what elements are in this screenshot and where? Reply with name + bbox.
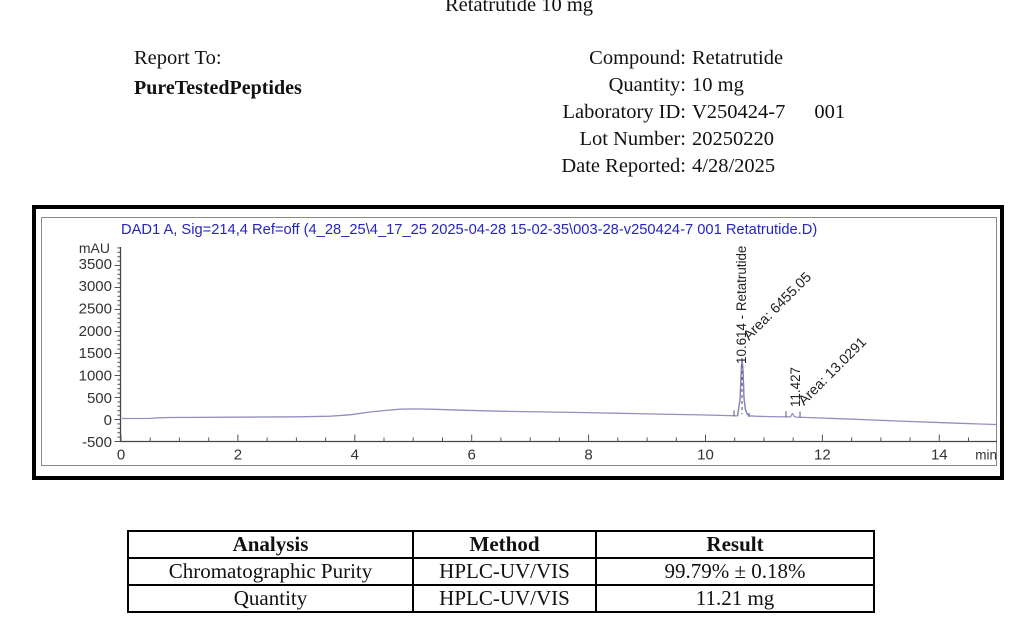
svg-text:0: 0 — [104, 412, 112, 429]
svg-text:3500: 3500 — [79, 256, 112, 273]
svg-text:12: 12 — [814, 447, 831, 464]
svg-text:Area: 6455.05: Area: 6455.05 — [741, 269, 815, 343]
svg-text:11.427: 11.427 — [788, 367, 803, 407]
svg-text:500: 500 — [87, 390, 112, 407]
svg-text:mAU: mAU — [79, 240, 110, 256]
svg-text:3000: 3000 — [79, 278, 112, 295]
svg-text:1500: 1500 — [79, 345, 112, 362]
svg-text:1000: 1000 — [79, 368, 112, 385]
svg-text:10: 10 — [697, 447, 714, 464]
svg-text:10.614 - Retatrutide: 10.614 - Retatrutide — [734, 246, 749, 364]
svg-text:-500: -500 — [82, 434, 112, 451]
svg-text:14: 14 — [931, 447, 948, 464]
svg-text:2500: 2500 — [79, 301, 112, 318]
svg-text:min: min — [975, 448, 997, 463]
svg-text:4: 4 — [351, 447, 359, 464]
svg-text:2000: 2000 — [79, 323, 112, 340]
svg-text:DAD1 A, Sig=214,4 Ref=off (4_2: DAD1 A, Sig=214,4 Ref=off (4_28_25\4_17_… — [121, 222, 817, 238]
svg-text:8: 8 — [584, 447, 592, 464]
svg-text:6: 6 — [468, 447, 476, 464]
svg-text:Area: 13.0291: Area: 13.0291 — [796, 334, 870, 408]
svg-text:2: 2 — [234, 447, 242, 464]
svg-text:0: 0 — [117, 447, 125, 464]
